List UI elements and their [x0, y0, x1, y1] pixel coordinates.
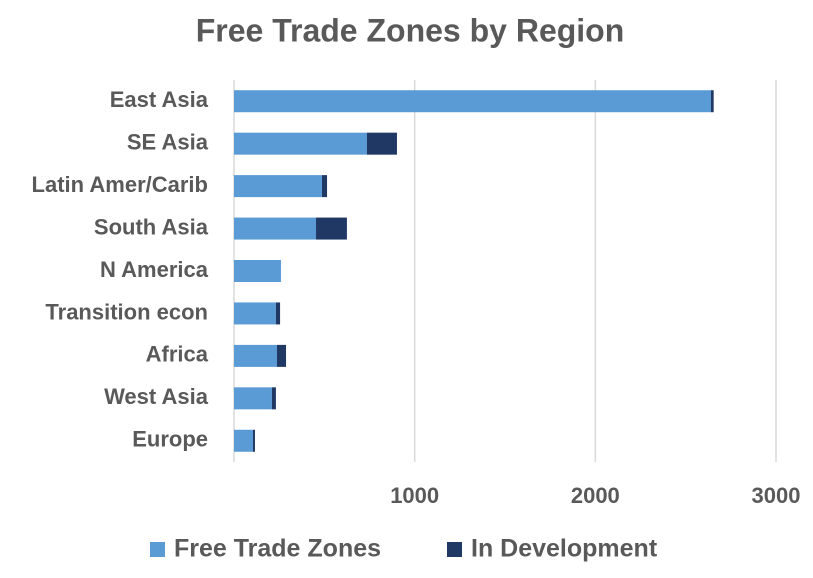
legend-swatch: [150, 542, 165, 557]
legend-label: Free Trade Zones: [174, 535, 381, 563]
bar: [234, 175, 322, 198]
y-tick-label: N America: [100, 257, 209, 282]
bar: [234, 132, 367, 155]
bar: [316, 217, 347, 240]
y-tick-label: Latin Amer/Carib: [32, 172, 208, 197]
x-tick-label: 1000: [390, 483, 439, 508]
bar: [234, 260, 281, 282]
bar: [234, 90, 711, 113]
bar: [321, 175, 328, 198]
bar: [275, 302, 281, 325]
y-tick-label: South Asia: [94, 214, 209, 239]
x-tick-label: 2000: [571, 483, 620, 508]
bar: [252, 429, 255, 452]
bar: [234, 387, 272, 410]
chart-title: Free Trade Zones by Region: [196, 12, 625, 48]
bar: [234, 217, 317, 240]
bar: [366, 132, 397, 155]
legend-label: In Development: [471, 535, 658, 563]
y-tick-label: SE Asia: [127, 129, 209, 154]
bar: [276, 344, 287, 367]
bar: [710, 90, 714, 113]
y-tick-label: East Asia: [110, 87, 209, 112]
bar: [234, 302, 276, 325]
y-tick-label: Africa: [146, 342, 209, 367]
legend-swatch: [447, 542, 462, 557]
bar: [234, 429, 253, 452]
bar: [234, 344, 277, 367]
bar: [271, 387, 276, 410]
x-tick-label: 3000: [752, 483, 801, 508]
y-tick-label: West Asia: [104, 384, 209, 409]
y-tick-label: Transition econ: [45, 299, 208, 324]
y-tick-label: Europe: [132, 427, 208, 452]
